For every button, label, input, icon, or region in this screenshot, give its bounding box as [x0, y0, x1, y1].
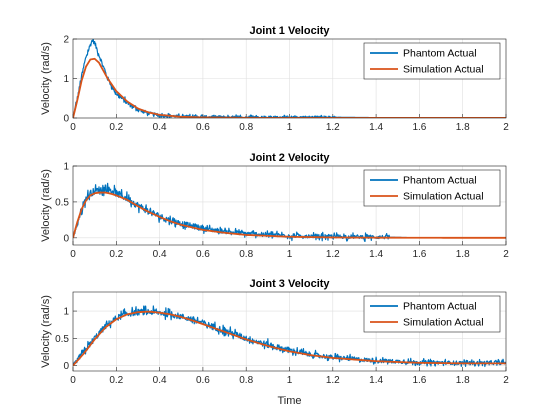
- x-tick-label: 1.6: [412, 122, 426, 133]
- x-tick-label: 1.4: [369, 122, 383, 133]
- legend-entry: Phantom Actual: [403, 175, 477, 187]
- y-tick-label: 0.5: [55, 334, 69, 345]
- x-tick-label: 0.2: [109, 122, 123, 133]
- y-tick-label: 1: [63, 74, 69, 85]
- y-axis-label: Velocity (rad/s): [40, 169, 52, 242]
- y-tick-label: 0.5: [55, 197, 69, 208]
- legend: Phantom Actual Simulation Actual: [364, 170, 500, 206]
- x-tick-label: 1.8: [456, 122, 470, 133]
- x-tick-label: 0.6: [196, 375, 210, 386]
- x-tick-label: 1.6: [412, 375, 426, 386]
- legend-entry: Simulation Actual: [403, 64, 484, 76]
- x-tick-label: 0: [70, 122, 76, 133]
- x-tick-label: 1.2: [326, 249, 340, 260]
- subplot-2: 0 0.2 0.4 0.6 0.8 1 1.2 1.4 1.6 1.8 2 0 0.5 1 Joint 2 …: [40, 152, 509, 260]
- x-tick-label: 0.6: [196, 122, 210, 133]
- y-tick-label: 0: [63, 361, 69, 372]
- x-tick-label: 0.8: [239, 375, 253, 386]
- x-tick-label: 1.2: [326, 122, 340, 133]
- x-tick-label: 1.4: [369, 375, 383, 386]
- legend: Phantom Actual Simulation Actual: [364, 43, 500, 79]
- subplot-3: 0 0.2 0.4 0.6 0.8 1 1.2 1.4 1.6 1.8 2 0 0.5 1 Joint 3 …: [40, 278, 509, 407]
- y-axis-label: Velocity (rad/s): [40, 42, 52, 115]
- x-tick-label: 0.4: [153, 375, 167, 386]
- x-tick-label: 0.8: [239, 122, 253, 133]
- x-tick-label: 2: [503, 249, 509, 260]
- x-tick-label: 2: [503, 122, 509, 133]
- y-tick-label: 2: [63, 35, 69, 46]
- subplot-1: 0 0.2 0.4 0.6 0.8 1 1.2 1.4 1.6 1.8 2 0 1 2 Joint 1 Ve…: [40, 25, 509, 133]
- x-tick-label: 1.8: [456, 375, 470, 386]
- x-tick-label: 0.8: [239, 249, 253, 260]
- x-tick-label: 2: [503, 375, 509, 386]
- x-tick-label: 1: [287, 122, 293, 133]
- y-axis-label: Velocity (rad/s): [40, 295, 52, 368]
- x-tick-label: 0: [70, 249, 76, 260]
- y-tick-label: 0: [63, 114, 69, 125]
- x-axis-label: Time: [277, 395, 301, 407]
- x-tick-label: 1.4: [369, 249, 383, 260]
- y-tick-label: 1: [63, 307, 69, 318]
- x-tick-label: 1.6: [412, 249, 426, 260]
- x-tick-label: 0.2: [109, 375, 123, 386]
- x-tick-label: 1: [287, 249, 293, 260]
- x-tick-label: 1.2: [326, 375, 340, 386]
- x-tick-label: 1.8: [456, 249, 470, 260]
- y-tick-label: 1: [63, 162, 69, 173]
- x-tick-label: 0.2: [109, 249, 123, 260]
- legend-entry: Phantom Actual: [403, 48, 477, 60]
- subplot-title: Joint 3 Velocity: [249, 278, 330, 290]
- x-tick-label: 0: [70, 375, 76, 386]
- legend-entry: Simulation Actual: [403, 317, 484, 329]
- x-tick-label: 0.6: [196, 249, 210, 260]
- x-tick-label: 0.4: [153, 122, 167, 133]
- subplot-title: Joint 2 Velocity: [249, 152, 330, 164]
- x-tick-label: 0.4: [153, 249, 167, 260]
- legend: Phantom Actual Simulation Actual: [364, 296, 500, 332]
- legend-entry: Simulation Actual: [403, 191, 484, 203]
- y-tick-label: 0: [63, 233, 69, 244]
- subplot-title: Joint 1 Velocity: [249, 25, 330, 37]
- x-tick-label: 1: [287, 375, 293, 386]
- legend-entry: Phantom Actual: [403, 301, 477, 313]
